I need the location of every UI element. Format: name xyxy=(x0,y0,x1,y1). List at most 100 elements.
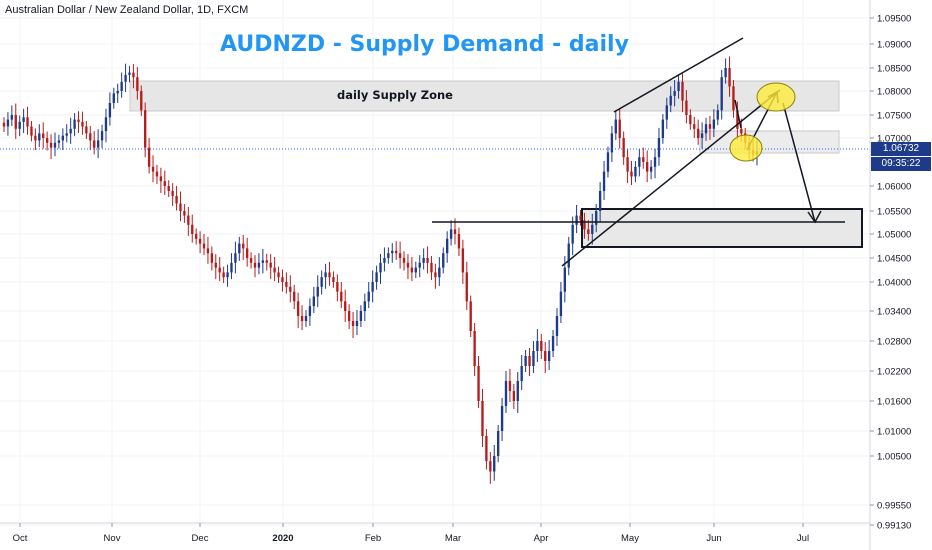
chart-grid xyxy=(0,0,870,526)
candle-body xyxy=(438,267,441,278)
candle-body xyxy=(10,115,14,120)
candle-body xyxy=(194,234,198,239)
candle-body xyxy=(261,260,265,263)
candle-body xyxy=(391,250,394,254)
candles-layer xyxy=(2,56,759,484)
time-tick-label: Feb xyxy=(365,533,381,544)
supply-zone-band xyxy=(129,80,863,248)
time-tick-label: Jun xyxy=(706,533,721,544)
price-axis[interactable]: 1.09500 1.09000 1.08500 1.08000 1.07500 1.070… xyxy=(869,0,911,550)
candle-body xyxy=(496,431,500,456)
short-down-line[interactable] xyxy=(734,99,742,129)
candle-body xyxy=(108,103,112,118)
candle-body xyxy=(281,277,284,282)
candle-body xyxy=(598,191,602,211)
candle-body xyxy=(685,100,688,115)
candle-body xyxy=(465,272,468,302)
candle-body xyxy=(516,381,519,401)
candle-body xyxy=(42,133,45,138)
price-tick-label: 1.09000 xyxy=(877,40,911,51)
candle-body xyxy=(383,258,386,263)
candle-body xyxy=(591,224,594,234)
lower-channel-line[interactable] xyxy=(561,89,781,267)
candle-body xyxy=(257,262,261,268)
symbol-header: Australian Dollar / New Zealand Dollar, … xyxy=(5,4,249,16)
candle-body xyxy=(646,162,649,172)
candle-body xyxy=(595,211,598,225)
candle-body xyxy=(524,356,527,366)
candle-body xyxy=(14,115,17,129)
candle-body xyxy=(642,157,645,162)
candle-body xyxy=(238,243,241,254)
candle-body xyxy=(351,321,355,326)
chart-title: AUDNZD - Supply Demand - daily xyxy=(220,32,629,57)
time-tick-label: Jul xyxy=(797,533,809,544)
candle-body xyxy=(724,68,727,78)
candle-body xyxy=(449,229,453,239)
candle-body xyxy=(536,341,539,351)
time-tick-label: 2020 xyxy=(272,533,293,544)
candle-body xyxy=(422,258,425,263)
candle-body xyxy=(563,267,567,292)
candle-body xyxy=(387,253,390,258)
candle-body xyxy=(69,128,72,134)
time-axis[interactable]: Oct Nov Dec 2020 Feb Mar Apr May Jun Jul xyxy=(0,522,870,544)
price-tick-label: 1.08500 xyxy=(877,64,911,75)
candle-body xyxy=(163,181,166,186)
candle-body xyxy=(57,140,61,143)
candle-body xyxy=(712,119,716,129)
highlight-circle-bottom[interactable] xyxy=(729,134,763,162)
candle-body xyxy=(630,171,633,177)
candle-body xyxy=(504,381,508,406)
candle-body xyxy=(175,196,178,204)
candle-body xyxy=(696,128,700,138)
candle-body xyxy=(395,250,398,254)
time-tick-label: Nov xyxy=(104,533,121,544)
candle-body xyxy=(489,461,492,472)
candle-body xyxy=(379,262,382,273)
time-tick-label: Mar xyxy=(445,533,461,544)
candle-body xyxy=(65,133,68,136)
candle-body xyxy=(700,133,704,138)
candle-body xyxy=(528,356,531,366)
candle-body xyxy=(665,105,668,120)
candle-body xyxy=(540,341,543,351)
candle-body xyxy=(669,95,672,106)
candle-body xyxy=(89,133,92,141)
drop-arrowhead xyxy=(807,210,822,224)
candle-body xyxy=(191,224,194,234)
candle-body xyxy=(434,272,437,278)
time-tick-label: Dec xyxy=(192,533,209,544)
candle-body xyxy=(661,119,665,138)
candle-body xyxy=(140,91,143,111)
candle-body xyxy=(606,152,610,172)
candle-body xyxy=(579,215,582,221)
candle-body xyxy=(336,282,339,292)
candle-body xyxy=(136,77,139,91)
candle-body xyxy=(520,366,523,381)
candle-body xyxy=(406,262,410,268)
candle-body xyxy=(6,119,10,127)
candle-body xyxy=(300,316,304,321)
candle-body xyxy=(269,262,272,268)
candle-body xyxy=(359,311,363,321)
upper-channel-line[interactable] xyxy=(613,37,744,113)
highlight-circle-top[interactable] xyxy=(756,82,796,112)
candle-body xyxy=(430,262,433,273)
drop-projection-line[interactable] xyxy=(782,102,816,223)
price-tick-label: 1.08000 xyxy=(877,87,911,98)
drawing-tools[interactable] xyxy=(432,37,845,267)
candle-body xyxy=(398,253,402,258)
price-tick-label: 1.04000 xyxy=(877,278,911,289)
candle-body xyxy=(73,119,76,129)
candle-body xyxy=(328,272,331,278)
candle-body xyxy=(544,351,547,361)
price-tick-label: 1.02800 xyxy=(877,337,911,348)
candle-body xyxy=(736,110,739,129)
candle-body xyxy=(85,126,88,134)
candle-body xyxy=(49,142,53,148)
candle-body xyxy=(202,243,206,249)
demand-zone-rect xyxy=(581,208,863,248)
candle-body xyxy=(728,68,731,87)
